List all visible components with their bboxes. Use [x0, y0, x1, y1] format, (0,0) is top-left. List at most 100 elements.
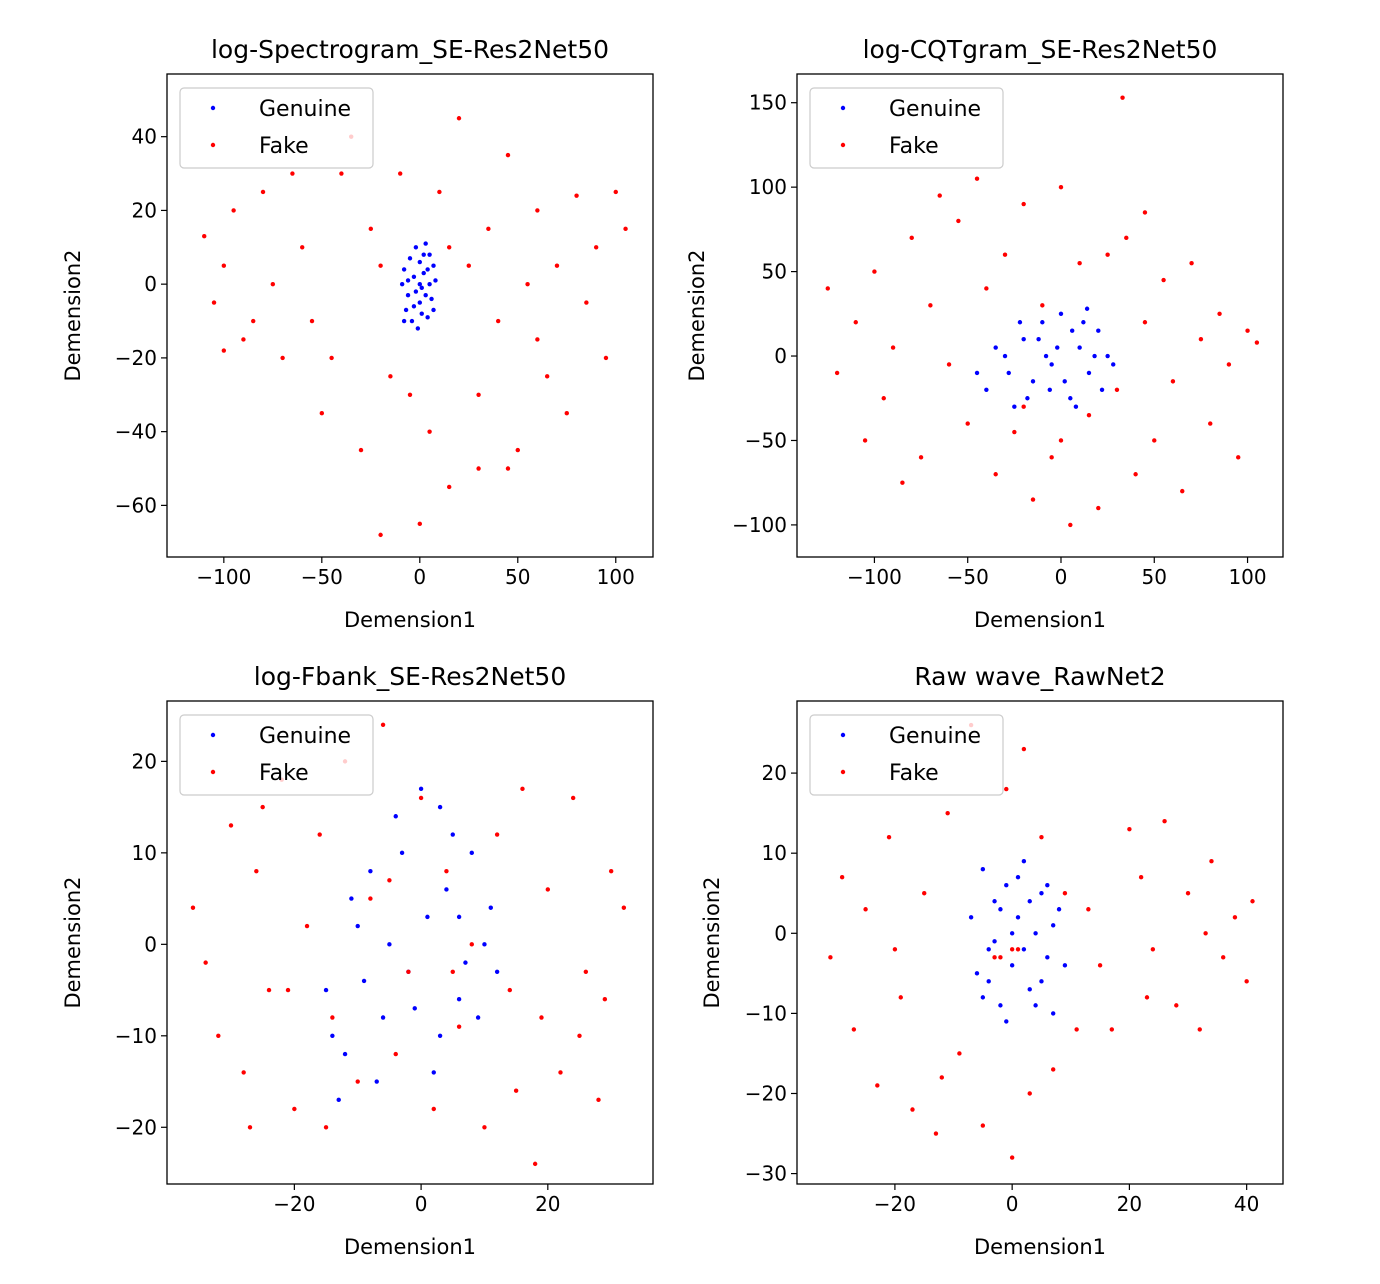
data-point: [881, 396, 886, 401]
data-point: [380, 1015, 386, 1020]
data-point: [1120, 95, 1125, 100]
data-point: [1226, 362, 1232, 367]
data-point: [1077, 345, 1082, 350]
legend-box: [179, 87, 374, 169]
data-point: [525, 281, 530, 287]
data-point: [1058, 184, 1064, 190]
data-point: [558, 1070, 563, 1075]
data-point: [221, 348, 227, 353]
data-point: [378, 532, 383, 538]
data-point: [1021, 201, 1026, 207]
data-point: [1015, 875, 1021, 880]
x-tick-label: 40: [1234, 1192, 1259, 1216]
data-point: [1133, 472, 1138, 477]
data-point: [228, 823, 234, 828]
data-point: [1073, 404, 1079, 409]
data-point: [1074, 1027, 1079, 1032]
data-point: [401, 267, 407, 272]
series-genuine: [399, 241, 438, 331]
data-point: [450, 969, 455, 974]
data-point: [494, 832, 500, 837]
data-point: [247, 1125, 253, 1130]
data-point: [986, 947, 991, 952]
data-point: [425, 315, 430, 320]
data-point: [1030, 497, 1036, 502]
data-point: [399, 850, 405, 856]
data-point: [463, 960, 468, 965]
data-point: [456, 1024, 462, 1029]
legend-label-fake: Fake: [259, 761, 309, 786]
series-genuine: [974, 306, 1116, 409]
data-point: [1250, 899, 1255, 904]
data-point: [419, 311, 424, 316]
data-point: [407, 392, 413, 397]
data-point: [409, 318, 415, 324]
data-point: [1180, 488, 1185, 494]
y-tick-label: 0: [144, 932, 157, 956]
data-point: [1150, 947, 1156, 952]
y-tick-label: −20: [115, 346, 157, 370]
y-tick-label: 0: [774, 344, 787, 368]
legend-marker-fake: [840, 142, 846, 148]
data-point: [1221, 955, 1226, 960]
data-point: [475, 1015, 481, 1020]
data-point: [1142, 320, 1148, 325]
data-point: [423, 293, 428, 298]
data-point: [1050, 1011, 1056, 1016]
data-point: [570, 795, 576, 801]
data-point: [1056, 907, 1062, 912]
series-genuine: [323, 786, 500, 1103]
data-point: [596, 1097, 601, 1103]
chart-title: log-Fbank_SE-Res2Net50: [254, 662, 566, 691]
data-point: [1086, 370, 1092, 376]
data-point: [825, 286, 830, 291]
y-tick-label: 20: [132, 198, 157, 222]
x-axis-label: Demension1: [974, 608, 1106, 632]
data-point: [1047, 387, 1052, 393]
data-point: [1097, 963, 1103, 968]
data-point: [574, 193, 579, 198]
data-point: [355, 923, 360, 929]
data-point: [998, 1003, 1003, 1008]
data-point: [1254, 340, 1260, 345]
data-point: [872, 269, 877, 274]
data-point: [349, 896, 354, 901]
data-point: [221, 263, 227, 268]
y-tick-label: −60: [115, 493, 157, 517]
y-tick-label: 40: [132, 125, 157, 149]
data-point: [309, 318, 315, 324]
y-tick-label: 150: [749, 91, 787, 115]
x-tick-label: 0: [415, 1192, 428, 1216]
data-point: [431, 1070, 436, 1075]
data-point: [1050, 923, 1056, 928]
data-point: [603, 355, 609, 361]
data-point: [577, 1033, 582, 1039]
data-point: [319, 411, 325, 416]
data-point: [387, 878, 392, 883]
chart-panel-4: −20 0 20 40 20 10 0 −10 −20 −30 Raw wave_RawNet2 De…: [700, 662, 1284, 1259]
data-point: [412, 1006, 417, 1011]
data-point: [456, 997, 462, 1002]
data-point: [898, 995, 903, 1000]
data-point: [342, 1051, 348, 1057]
data-point: [828, 955, 833, 960]
legend-label-fake: Fake: [889, 761, 939, 786]
data-point: [427, 252, 432, 257]
data-point: [974, 176, 980, 181]
series-fake: [828, 722, 1255, 1160]
data-point: [1105, 252, 1110, 257]
data-point: [945, 810, 950, 816]
data-point: [1009, 963, 1015, 968]
data-point: [266, 987, 272, 993]
data-point: [399, 281, 405, 287]
data-point: [466, 263, 471, 268]
data-point: [532, 1161, 538, 1167]
data-point: [254, 868, 259, 874]
data-point: [1105, 353, 1110, 359]
data-point: [241, 337, 246, 342]
data-point: [1144, 995, 1150, 1000]
data-point: [330, 1015, 335, 1020]
data-point: [488, 905, 493, 910]
data-point: [405, 278, 411, 283]
data-point: [1006, 370, 1011, 376]
